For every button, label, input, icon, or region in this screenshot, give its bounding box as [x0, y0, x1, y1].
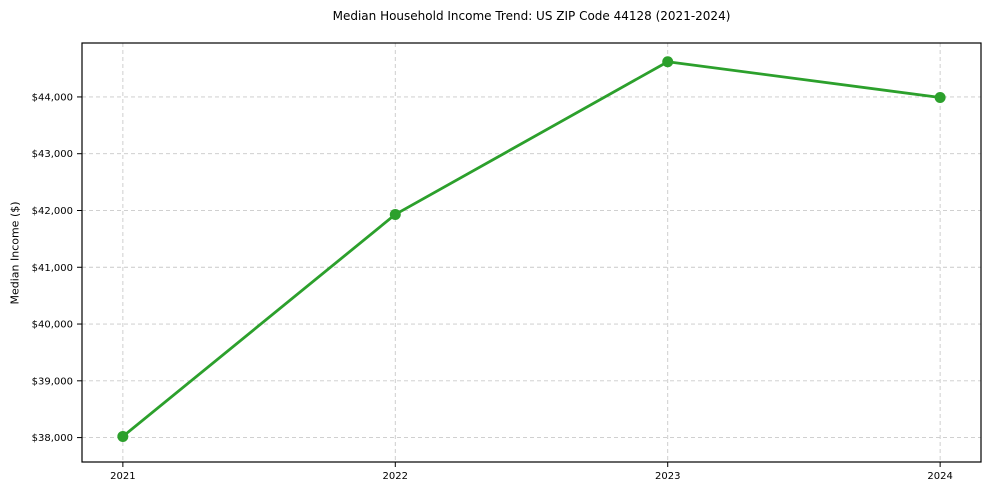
y-tick-label: $42,000 — [32, 206, 73, 217]
x-tick-label: 2022 — [383, 471, 408, 482]
y-tick-label: $44,000 — [32, 92, 73, 103]
y-tick-label: $41,000 — [32, 263, 73, 274]
chart-title: Median Household Income Trend: US ZIP Co… — [332, 9, 731, 23]
y-tick-label: $38,000 — [32, 433, 73, 444]
plot-border — [81, 42, 982, 463]
trend-line — [121, 60, 942, 438]
data-point-2024 — [934, 92, 946, 104]
data-point-2022 — [389, 208, 401, 220]
data-point-2021 — [117, 430, 129, 442]
x-tick-label: 2023 — [655, 471, 680, 482]
y-tick-label: $40,000 — [32, 320, 73, 331]
y-tick-label: $43,000 — [32, 149, 73, 160]
x-tick-label: 2021 — [110, 471, 135, 482]
y-tick-label: $39,000 — [32, 376, 73, 387]
x-tick-label: 2024 — [927, 471, 952, 482]
data-point-2023 — [662, 56, 674, 68]
